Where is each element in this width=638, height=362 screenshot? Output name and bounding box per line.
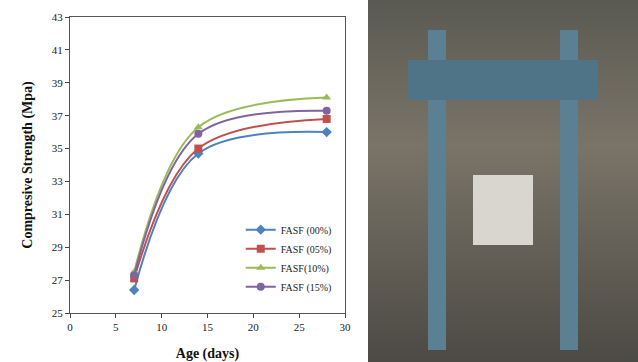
svg-text:33: 33: [52, 175, 64, 187]
svg-text:Age (days): Age (days): [176, 346, 240, 362]
svg-text:FASF (00%): FASF (00%): [281, 225, 332, 237]
svg-text:43: 43: [52, 11, 64, 23]
svg-text:39: 39: [52, 77, 64, 89]
svg-text:29: 29: [52, 241, 64, 253]
svg-text:37: 37: [52, 110, 64, 122]
svg-text:10: 10: [156, 321, 168, 333]
svg-text:25: 25: [52, 307, 64, 319]
svg-text:20: 20: [248, 321, 260, 333]
svg-text:25: 25: [294, 321, 306, 333]
svg-text:27: 27: [52, 274, 64, 286]
svg-text:41: 41: [52, 44, 63, 56]
svg-text:30: 30: [340, 321, 352, 333]
svg-text:31: 31: [52, 208, 63, 220]
svg-text:Compresive Strength (Mpa): Compresive Strength (Mpa): [20, 81, 36, 249]
svg-text:FASF(10%): FASF(10%): [281, 263, 329, 275]
svg-text:35: 35: [52, 142, 64, 154]
svg-text:5: 5: [113, 321, 119, 333]
svg-text:FASF (05%): FASF (05%): [281, 244, 332, 256]
svg-text:FASF (15%): FASF (15%): [281, 282, 332, 294]
svg-text:0: 0: [67, 321, 73, 333]
svg-text:15: 15: [202, 321, 214, 333]
